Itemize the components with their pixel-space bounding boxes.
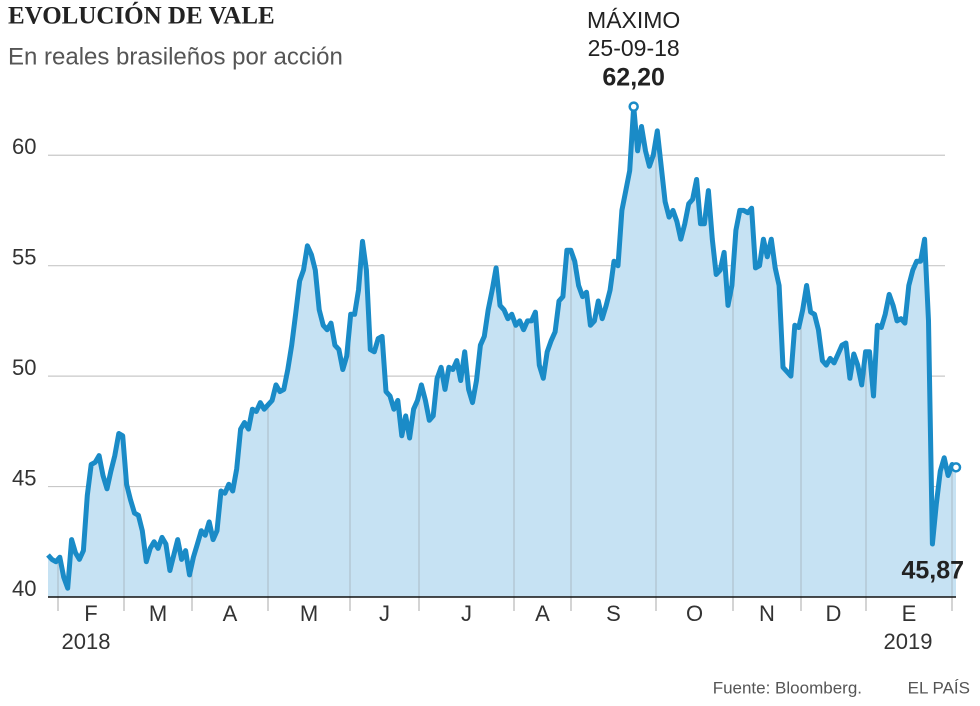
point-marker: [628, 101, 639, 112]
chart-title: EVOLUCIÓN DE VALE: [8, 2, 275, 30]
x-tick-label: A: [535, 601, 550, 626]
x-tick-label: A: [223, 601, 238, 626]
x-tick-label: D: [826, 601, 842, 626]
x-tick-label: J: [461, 601, 472, 626]
year-label: 2019: [884, 629, 933, 654]
value-label: 45,87: [901, 557, 964, 585]
value-label: 62,20: [602, 64, 665, 92]
x-tick-label: S: [606, 601, 621, 626]
y-tick-label: 55: [12, 244, 36, 269]
line: [46, 104, 958, 591]
brand: EL PAÍS: [908, 678, 970, 697]
chart-subtitle: En reales brasileños por acción: [8, 43, 343, 70]
y-tick-label: 40: [12, 576, 36, 601]
area: [48, 106, 956, 597]
source: Fuente: Bloomberg.: [713, 678, 862, 697]
x-tick-label: M: [149, 601, 167, 626]
x-tick-label: O: [686, 601, 703, 626]
x-tick-label: M: [300, 601, 318, 626]
y-tick-label: 50: [12, 355, 36, 380]
x-tick-label: F: [84, 601, 97, 626]
annotation: MÁXIMO: [587, 7, 680, 33]
x-tick-label: E: [902, 601, 917, 626]
annotation: 25-09-18: [588, 35, 680, 61]
y-tick-label: 60: [12, 134, 36, 159]
y-tick-label: 45: [12, 465, 36, 490]
year-label: 2018: [62, 629, 111, 654]
point-marker: [950, 462, 962, 473]
x-tick-label: N: [759, 601, 775, 626]
x-tick-label: J: [379, 601, 390, 626]
